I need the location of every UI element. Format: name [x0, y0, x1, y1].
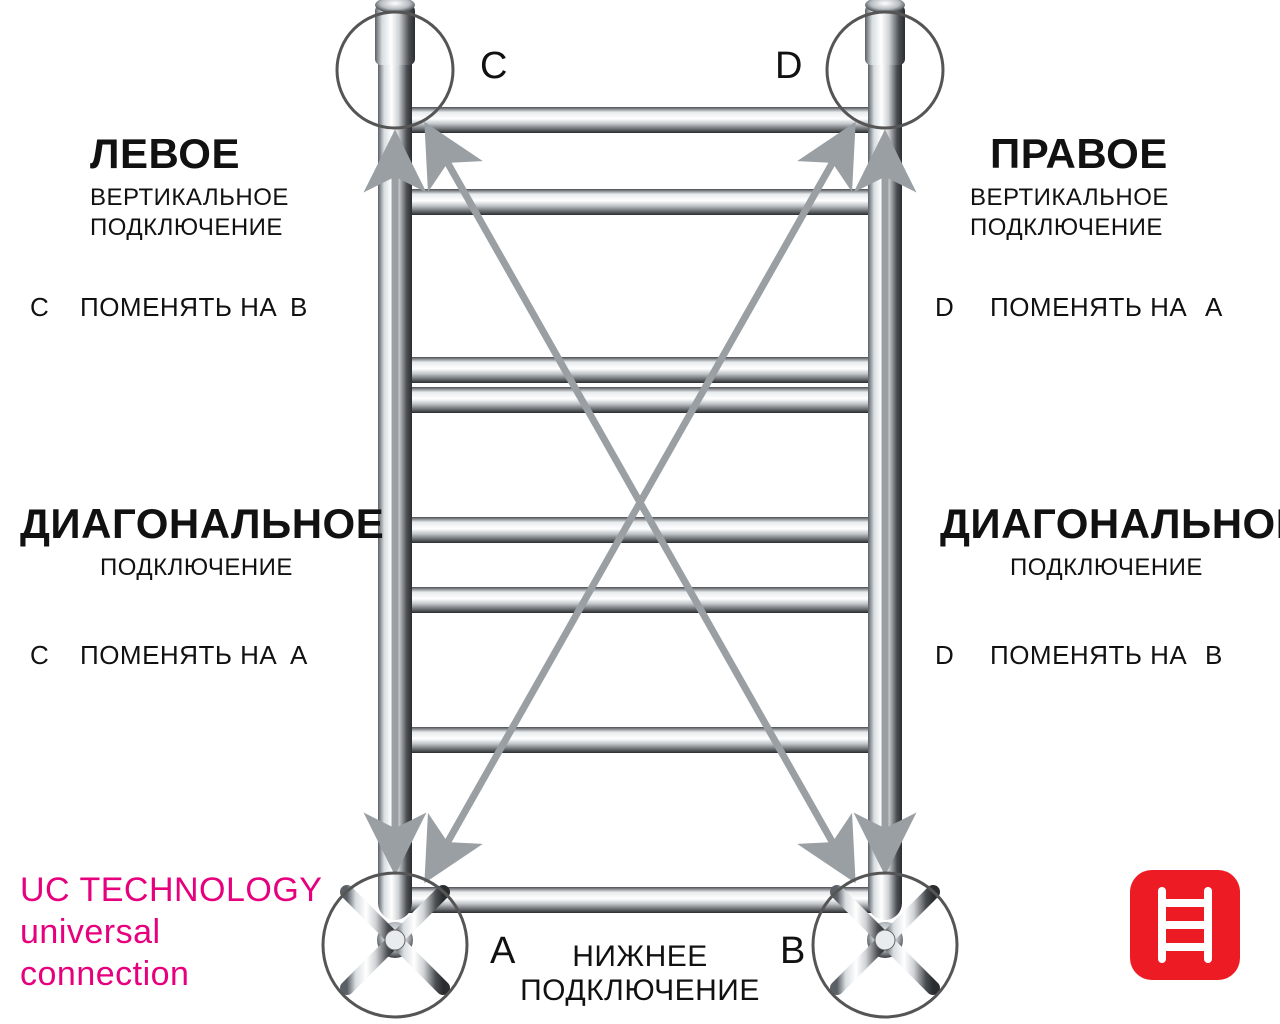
left-vertical-sub1: ВЕРТИКАЛЬНОЕ: [90, 184, 289, 212]
left-vertical-swap-verb: ПОМЕНЯТЬ НА: [80, 292, 277, 323]
left-vertical-swap-from: C: [30, 292, 49, 323]
point-label-b: B: [780, 930, 806, 973]
radiator-illustration: [347, 0, 933, 988]
bottom-connection-line1: НИЖНЕЕ: [500, 940, 780, 974]
right-diagonal-swap-to: B: [1205, 640, 1223, 671]
uc-technology-line2: universal: [20, 912, 161, 953]
radiator-badge-icon: [1130, 870, 1240, 980]
right-diagonal-swap-verb: ПОМЕНЯТЬ НА: [990, 640, 1187, 671]
right-vertical-swap-verb: ПОМЕНЯТЬ НА: [990, 292, 1187, 323]
point-label-d: D: [775, 45, 803, 88]
right-diagonal-title: ДИАГОНАЛЬНОЕ: [940, 500, 1280, 548]
connection-arrows: [395, 131, 885, 874]
uc-technology-line3: connection: [20, 954, 189, 995]
right-vertical-swap-from: D: [935, 292, 954, 323]
point-label-c: C: [480, 45, 508, 88]
left-diagonal-swap-to: A: [290, 640, 308, 671]
bottom-connection-line2: ПОДКЛЮЧЕНИЕ: [500, 974, 780, 1008]
left-diagonal-swap-verb: ПОМЕНЯТЬ НА: [80, 640, 277, 671]
right-vertical-sub1: ВЕРТИКАЛЬНОЕ: [970, 184, 1169, 212]
left-vertical-swap-to: B: [290, 292, 308, 323]
left-diagonal-swap-from: C: [30, 640, 49, 671]
right-vertical-swap-to: A: [1205, 292, 1223, 323]
connection-point-circles: [323, 12, 957, 1017]
left-vertical-sub2: ПОДКЛЮЧЕНИЕ: [90, 214, 283, 242]
uc-technology-line1: UC TECHNOLOGY: [20, 870, 322, 911]
right-diagonal-sub: ПОДКЛЮЧЕНИЕ: [1010, 554, 1203, 582]
right-vertical-sub2: ПОДКЛЮЧЕНИЕ: [970, 214, 1163, 242]
left-diagonal-sub: ПОДКЛЮЧЕНИЕ: [100, 554, 293, 582]
right-vertical-title: ПРАВОЕ: [990, 130, 1168, 178]
left-vertical-title: ЛЕВОЕ: [90, 130, 240, 178]
right-diagonal-swap-from: D: [935, 640, 954, 671]
left-diagonal-title: ДИАГОНАЛЬНОЕ: [20, 500, 384, 548]
